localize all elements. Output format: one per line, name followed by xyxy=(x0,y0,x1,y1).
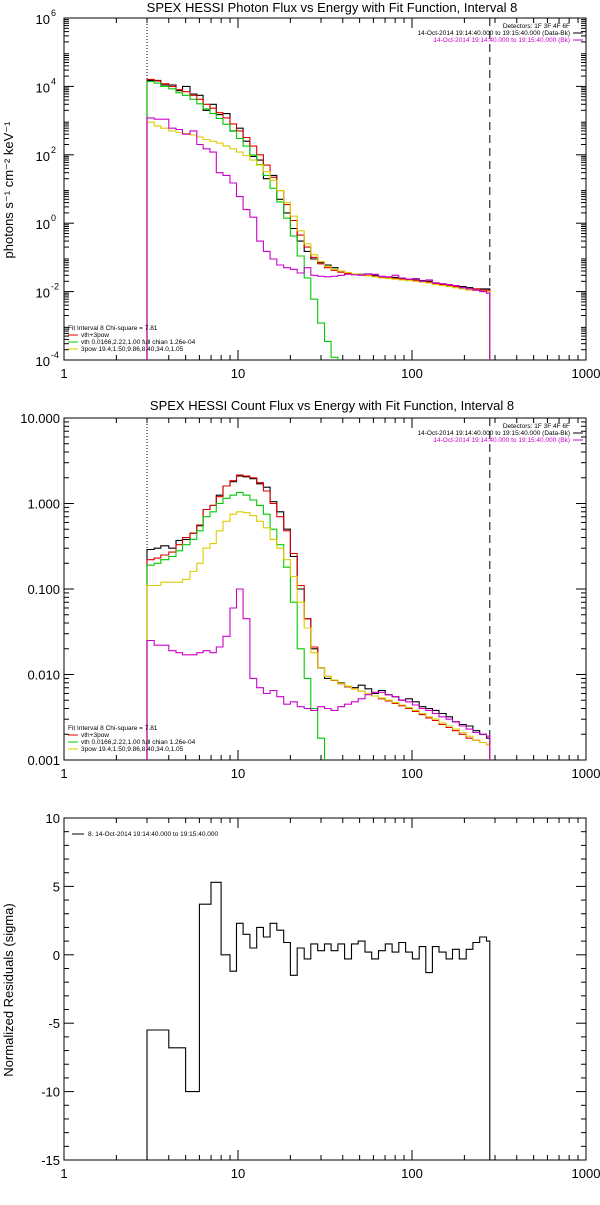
series-line-vth-3pow xyxy=(146,78,491,360)
y-tick-label: 10 xyxy=(46,811,60,826)
x-tick-label: 1 xyxy=(60,766,67,781)
y-tick-label: 0 xyxy=(53,948,60,963)
legend-bottom-left-entry: vth 0.0166,2.22,1.00 full chian 1.26e-04 xyxy=(81,739,196,746)
photon-flux-ylabel: photons s⁻¹ cm⁻² keV⁻¹ xyxy=(1,121,16,259)
legend-bottom-left-entry: vth 0.0166,2.22,1.00 full chian 1.26e-04 xyxy=(81,339,196,346)
legend-bottom-left-entry: vth+3pow xyxy=(81,732,109,739)
photon-flux-panel: SPEX HESSI Photon Flux vs Energy with Fi… xyxy=(1,0,600,381)
y-tick-label: 5 xyxy=(53,879,60,894)
legend-top-right-entry: 14-Oct-2014 19:14:40.000 to 19:15:40.000… xyxy=(418,430,571,437)
legend-top-right-entry: 14-Oct-2014 19:14:40.000 to 19:15:40.000… xyxy=(418,30,571,37)
x-tick-label: 1000 xyxy=(572,366,600,381)
count-flux-panel: SPEX HESSI Count Flux vs Energy with Fit… xyxy=(20,398,600,781)
count-flux-title: SPEX HESSI Count Flux vs Energy with Fit… xyxy=(150,398,514,413)
y-tick-exponent: 6 xyxy=(51,8,56,18)
residuals-panel: Normalized Residuals (sigma) 1 10 100 10001… xyxy=(1,811,600,1181)
legend-bottom-left-entry: Fit Interval 8 Chi-square = 7.81 xyxy=(68,325,158,332)
y-tick-label: 10 xyxy=(36,354,50,369)
y-tick-exponent: 0 xyxy=(51,213,56,223)
series-line-vth-3pow xyxy=(146,474,491,760)
x-tick-label: 10 xyxy=(231,366,245,381)
residuals-ylabel: Normalized Residuals (sigma) xyxy=(1,903,16,1076)
x-tick-label: 1 xyxy=(60,1166,67,1181)
photon-flux-title: SPEX HESSI Photon Flux vs Energy with Fi… xyxy=(147,0,518,15)
series-line-3pow xyxy=(146,511,491,760)
photon-flux-plot-frame xyxy=(63,17,587,361)
y-tick-label: 10 xyxy=(36,286,50,301)
y-tick-label: 10 xyxy=(36,80,50,95)
y-tick-exponent: 4 xyxy=(51,76,56,86)
y-tick-label: -15 xyxy=(41,1153,60,1168)
series-line-bk xyxy=(146,117,491,360)
series-line-bk xyxy=(146,588,491,760)
y-tick-label: 10.000 xyxy=(20,411,60,426)
x-tick-label: 100 xyxy=(401,766,423,781)
y-tick-label: 10 xyxy=(36,149,50,164)
residuals-plot-frame xyxy=(63,817,587,1161)
legend-top-right-entry: 14-Oct-2014 19:14:40.000 to 19:15:40.000… xyxy=(433,37,570,44)
legend-bottom-left-entry: Fit Interval 8 Chi-square = 7.81 xyxy=(68,725,158,732)
y-tick-label: 10 xyxy=(36,12,50,27)
series-line-3pow xyxy=(146,121,491,360)
y-tick-label: -5 xyxy=(48,1016,60,1031)
series-line-residual xyxy=(146,881,491,1160)
x-tick-label: 100 xyxy=(401,366,423,381)
y-tick-label: 1.000 xyxy=(27,497,60,512)
x-tick-label: 1000 xyxy=(572,1166,600,1181)
y-tick-label: 0.010 xyxy=(27,668,60,683)
series-line-data-bk xyxy=(146,79,491,360)
y-tick-exponent: -4 xyxy=(51,350,59,360)
y-tick-label: 10 xyxy=(36,217,50,232)
x-tick-label: 10 xyxy=(231,766,245,781)
y-tick-label: 0.100 xyxy=(27,582,60,597)
y-tick-exponent: -2 xyxy=(51,282,59,292)
series-line-vth xyxy=(146,80,339,360)
legend-top-right-entry: Detectors: 1F 3F 4F 6F xyxy=(503,23,570,30)
y-tick-label: -10 xyxy=(41,1085,60,1100)
series-line-vth xyxy=(146,491,326,760)
y-tick-label: 0.001 xyxy=(27,753,60,768)
x-tick-label: 1 xyxy=(60,366,67,381)
legend-top-right-entry: Detectors: 1F 3F 4F 6F xyxy=(503,423,570,430)
legend-bottom-left-entry: 3pow 19.4,1.50,9.86,8.40,34.0,1.05 xyxy=(81,346,184,353)
legend-bottom-left-entry: vth+3pow xyxy=(81,332,109,339)
legend-top-right-entry: 14-Oct-2014 19:14:40.000 to 19:15:40.000… xyxy=(433,437,570,444)
x-tick-label: 100 xyxy=(401,1166,423,1181)
y-tick-exponent: 2 xyxy=(51,145,56,155)
series-group xyxy=(146,78,491,360)
x-tick-label: 10 xyxy=(231,1166,245,1181)
series-group xyxy=(146,474,491,760)
x-tick-label: 1000 xyxy=(572,766,600,781)
legend-top-left-entry: 8. 14-Oct-2014 19:14:40.000 to 19:15:40.… xyxy=(88,831,218,838)
legend-bottom-left-entry: 3pow 19.4,1.50,9.86,8.40,34.0,1.05 xyxy=(81,746,184,753)
series-group xyxy=(146,881,491,1160)
